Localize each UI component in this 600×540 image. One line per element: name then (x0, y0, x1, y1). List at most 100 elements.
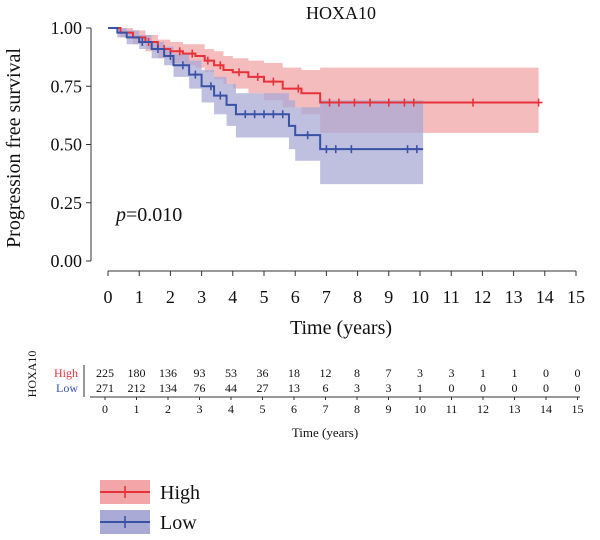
risk-count: 36 (257, 366, 269, 380)
risk-x-tick-label: 11 (446, 402, 458, 416)
x-tick-label: 3 (197, 287, 206, 307)
censor-mark-high (235, 68, 244, 77)
risk-x-tick-label: 15 (572, 402, 584, 416)
risk-x-tick-label: 2 (165, 402, 171, 416)
x-tick-label: 2 (166, 287, 175, 307)
risk-x-tick-label: 9 (386, 402, 392, 416)
censor-mark-low (191, 70, 200, 79)
risk-row-label-low: Low (56, 381, 78, 395)
censor-mark-low (250, 110, 259, 119)
risk-count: 0 (543, 381, 549, 395)
risk-count: 93 (194, 366, 206, 380)
censor-mark-low (269, 110, 278, 119)
legend: High Low (100, 480, 200, 534)
censor-mark-low (216, 91, 225, 100)
risk-count: 271 (96, 381, 114, 395)
p-symbol: p (114, 204, 126, 226)
plot-area (108, 27, 543, 185)
risk-count: 3 (386, 381, 392, 395)
risk-count: 53 (225, 366, 237, 380)
y-tick-label: 0.50 (51, 135, 83, 155)
risk-count: 180 (128, 366, 146, 380)
censor-mark-high (203, 56, 212, 65)
censor-mark-high (269, 77, 278, 86)
censor-mark-low (403, 145, 412, 154)
censor-mark-high (216, 61, 225, 70)
risk-x-tick-label: 5 (260, 402, 266, 416)
risk-count: 12 (320, 366, 332, 380)
y-axis-label: Progression free survival (3, 48, 25, 248)
risk-count: 0 (575, 366, 581, 380)
risk-count: 1 (512, 366, 518, 380)
x-tick-label: 5 (260, 287, 269, 307)
x-tick-label: 10 (411, 287, 429, 307)
risk-count: 225 (96, 366, 114, 380)
risk-count: 0 (480, 381, 486, 395)
censor-mark-high (469, 98, 478, 107)
legend-label-high: High (160, 482, 200, 504)
x-tick-label: 8 (353, 287, 362, 307)
y-tick-label: 1.00 (51, 18, 83, 38)
risk-count: 3 (417, 366, 423, 380)
risk-count: 3 (354, 381, 360, 395)
censor-mark-low (412, 145, 421, 154)
x-tick-label: 6 (291, 287, 300, 307)
risk-table: HOXA10 Time (years) High 225 180 136 93 53 36 1… (25, 351, 584, 440)
censor-mark-high (175, 47, 184, 56)
x-tick-label: 12 (473, 287, 491, 307)
risk-x-tick-label: 14 (540, 402, 552, 416)
censor-mark-low (278, 110, 287, 119)
risk-count: 0 (575, 381, 581, 395)
x-tick-label: 11 (443, 287, 460, 307)
censor-mark-high (294, 84, 303, 93)
censor-mark-low (138, 37, 147, 46)
risk-x-tick-label: 7 (323, 402, 329, 416)
risk-count: 18 (288, 366, 300, 380)
risk-count: 1 (480, 366, 486, 380)
risk-x-tick-label: 8 (354, 402, 360, 416)
risk-count: 0 (543, 366, 549, 380)
legend-marker-low (119, 516, 131, 528)
x-tick-label: 4 (228, 287, 237, 307)
censor-mark-low (153, 44, 162, 53)
censor-mark-low (322, 145, 331, 154)
ci-band-low (108, 28, 424, 185)
risk-count: 0 (512, 381, 518, 395)
censor-mark-high (325, 98, 334, 107)
risk-count: 44 (225, 381, 237, 395)
x-tick-label: 0 (104, 287, 113, 307)
censor-mark-high (350, 98, 359, 107)
censor-mark-low (347, 145, 356, 154)
x-axis-label: Time (years) (290, 317, 392, 339)
x-tick-label: 7 (322, 287, 331, 307)
y-tick-label: 0.75 (51, 76, 83, 96)
censor-mark-low (206, 82, 215, 91)
risk-x-tick-label: 13 (509, 402, 521, 416)
risk-x-tick-label: 6 (291, 402, 297, 416)
p-value-annotation: p=0.010 (114, 204, 182, 226)
risk-count: 7 (386, 366, 392, 380)
censor-mark-high (534, 98, 543, 107)
x-tick-label: 9 (384, 287, 393, 307)
risk-count: 27 (257, 381, 269, 395)
legend-label-low: Low (160, 512, 197, 534)
censor-mark-high (400, 98, 409, 107)
risk-count: 6 (323, 381, 329, 395)
risk-count: 1 (417, 381, 423, 395)
legend-item-low: Low (100, 510, 197, 534)
x-tick-label: 13 (505, 287, 523, 307)
chart-title: HOXA10 (306, 3, 376, 23)
risk-count: 136 (159, 366, 177, 380)
x-tick-label: 1 (135, 287, 144, 307)
risk-x-tick-label: 1 (134, 402, 140, 416)
censor-mark-high (384, 98, 393, 107)
axes: 0 1 2 3 4 5 6 7 8 9 10 11 12 13 14 150.000.250.500.751.… (51, 18, 586, 307)
risk-x-tick-label: 4 (228, 402, 234, 416)
legend-marker-high (119, 486, 131, 498)
risk-count: 212 (128, 381, 146, 395)
y-tick-label: 0.00 (51, 251, 83, 271)
risk-count: 8 (354, 366, 360, 380)
risk-count: 0 (449, 381, 455, 395)
x-tick-label: 15 (567, 287, 585, 307)
